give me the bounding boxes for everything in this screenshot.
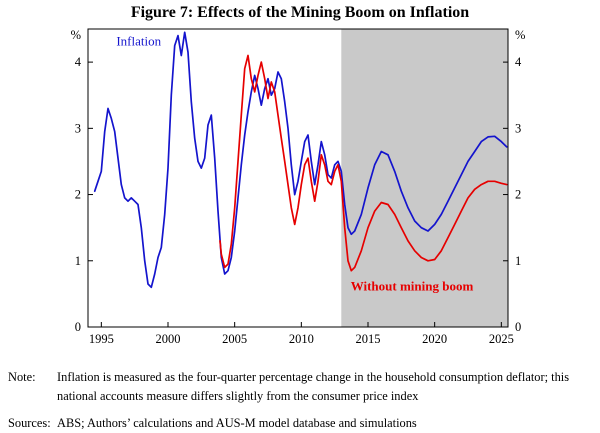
y-tick-label-right: 3 xyxy=(515,121,521,135)
y-tick-label-left: 1 xyxy=(75,254,81,268)
y-tick-label-left: 3 xyxy=(75,121,81,135)
x-tick-label: 2015 xyxy=(356,332,381,346)
y-axis-unit-left: % xyxy=(71,28,81,42)
y-tick-label-right: 4 xyxy=(515,55,522,69)
note-text: Inflation is measured as the four-quarte… xyxy=(57,370,570,403)
y-tick-label-right: 0 xyxy=(515,320,521,334)
sources-label: Sources: xyxy=(8,416,51,431)
figure: { "title": "Figure 7: Effects of the Min… xyxy=(8,4,570,431)
inflation-chart: 0 0 1 1 2 2 3 3 4 4% % 1995 2000 2005 2010 2015 2020 2025… xyxy=(71,28,526,346)
sources-row: Sources: ABS; Authors’ calculations and … xyxy=(8,414,592,433)
y-tick-label-left: 2 xyxy=(75,188,81,202)
x-tick-label: 2010 xyxy=(289,332,314,346)
y-tick-label-right: 1 xyxy=(515,254,521,268)
series-line-inflation xyxy=(93,31,508,289)
forecast-shaded-region xyxy=(341,29,508,327)
x-tick-label: 2005 xyxy=(222,332,247,346)
x-tick-label: 2025 xyxy=(489,332,514,346)
x-tick-label: 2020 xyxy=(422,332,447,346)
plot-frame xyxy=(87,28,509,328)
sources-text: ABS; Authors’ calculations and AUS-M mod… xyxy=(57,416,417,431)
y-axis-unit-right: % xyxy=(515,28,525,42)
y-tick-label-left: 0 xyxy=(75,320,81,334)
note-label: Note: xyxy=(8,370,36,384)
figure-notes: Note: Inflation is measured as the four-… xyxy=(0,368,600,433)
note-row: Note: Inflation is measured as the four-… xyxy=(8,368,592,405)
annotation-without-mining-boom: Without mining boom xyxy=(351,279,474,294)
x-tick-label: 1995 xyxy=(89,332,114,346)
figure-title: Figure 7: Effects of the Mining Boom on … xyxy=(130,4,470,21)
y-tick-label-left: 4 xyxy=(75,55,82,69)
x-tick-label: 2000 xyxy=(156,332,181,346)
y-tick-label-right: 2 xyxy=(515,188,521,202)
annotation-inflation: Inflation xyxy=(116,34,161,49)
series-line-without-mining-boom xyxy=(219,54,508,272)
